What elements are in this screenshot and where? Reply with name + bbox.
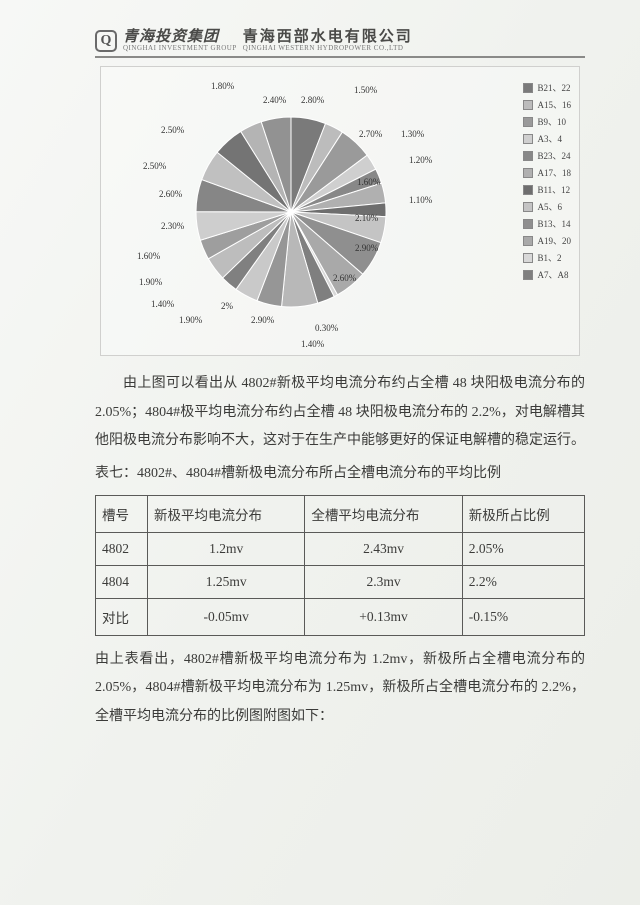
legend-label: A3、4 xyxy=(538,132,563,145)
pie-chart-panel: B21、22 A15、16 B9、10 A3、4 B23、24 A17、18 B11、12 A… xyxy=(100,66,580,356)
table-row: 4804 1.25mv 2.3mv 2.2% xyxy=(96,565,585,598)
header-company-cn: 青海西部水电有限公司 xyxy=(243,30,413,45)
legend-label: B9、10 xyxy=(538,115,567,128)
legend-item: A17、18 xyxy=(523,166,572,179)
pie-slice-label: 1.20% xyxy=(409,155,432,165)
legend-swatch-icon xyxy=(523,270,533,280)
pie-slice-label: 1.10% xyxy=(409,195,432,205)
legend-label: B23、24 xyxy=(538,149,571,162)
pie-slice-label: 1.40% xyxy=(301,339,324,349)
pie-slice-label: 2.90% xyxy=(251,315,274,325)
pie-slice-label: 1.30% xyxy=(401,129,424,139)
pie-slice-label: 2.40% xyxy=(263,95,286,105)
legend-label: A17、18 xyxy=(538,166,572,179)
legend-item: B21、22 xyxy=(523,81,572,94)
legend-label: A15、16 xyxy=(538,98,572,111)
legend-item: B9、10 xyxy=(523,115,572,128)
chart-legend: B21、22 A15、16 B9、10 A3、4 B23、24 A17、18 B11、12 A… xyxy=(523,81,572,285)
table-col-1: 新极平均电流分布 xyxy=(148,495,305,532)
header-company-block: 青海西部水电有限公司 QINGHAI WESTERN HYDROPOWER CO… xyxy=(243,30,413,52)
legend-label: A5、6 xyxy=(538,200,563,213)
table-cell: 对比 xyxy=(96,598,148,635)
legend-swatch-icon xyxy=(523,202,533,212)
table-cell: 2.2% xyxy=(462,565,584,598)
company-logo-icon: Q xyxy=(95,30,117,52)
table-cell: 2.3mv xyxy=(305,565,462,598)
table-col-0: 槽号 xyxy=(96,495,148,532)
header-group-en: QINGHAI INVESTMENT GROUP xyxy=(123,45,237,52)
legend-swatch-icon xyxy=(523,117,533,127)
page-header: Q 青海投资集团 QINGHAI INVESTMENT GROUP 青海西部水电… xyxy=(95,30,585,58)
legend-item: A5、6 xyxy=(523,200,572,213)
pie-slice-label: 1.40% xyxy=(151,299,174,309)
page: Q 青海投资集团 QINGHAI INVESTMENT GROUP 青海西部水电… xyxy=(0,0,640,905)
legend-label: B1、2 xyxy=(538,251,562,264)
legend-label: B13、14 xyxy=(538,217,571,230)
pie-slice-label: 2.70% xyxy=(359,129,382,139)
paragraph-2: 由上表看出，4802#槽新极平均电流分布为 1.2mv，新极所占全槽电流分布的 … xyxy=(95,646,585,732)
table-col-2: 全槽平均电流分布 xyxy=(305,495,462,532)
legend-swatch-icon xyxy=(523,236,533,246)
pie-slice-label: 0.30% xyxy=(315,323,338,333)
table-caption: 表七：4802#、4804#槽新极电流分布所占全槽电流分布的平均比例 xyxy=(95,460,585,489)
pie-slice-label: 1.60% xyxy=(357,177,380,187)
legend-item: B11、12 xyxy=(523,183,572,196)
pie-slice-label: 1.80% xyxy=(211,81,234,91)
pie-slice-label: 2.90% xyxy=(355,243,378,253)
table-cell: -0.15% xyxy=(462,598,584,635)
pie-slice-label: 2.10% xyxy=(355,213,378,223)
legend-item: B23、24 xyxy=(523,149,572,162)
legend-item: A15、16 xyxy=(523,98,572,111)
table-col-3: 新极所占比例 xyxy=(462,495,584,532)
legend-label: B11、12 xyxy=(538,183,571,196)
pie-svg xyxy=(191,112,391,312)
legend-item: B1、2 xyxy=(523,251,572,264)
pie-slice-label: 2% xyxy=(221,301,233,311)
table-cell: -0.05mv xyxy=(148,598,305,635)
table-header-row: 槽号 新极平均电流分布 全槽平均电流分布 新极所占比例 xyxy=(96,495,585,532)
pie-slice-label: 2.60% xyxy=(333,273,356,283)
legend-label: B21、22 xyxy=(538,81,571,94)
legend-swatch-icon xyxy=(523,100,533,110)
table-cell: 1.25mv xyxy=(148,565,305,598)
table-cell: 4804 xyxy=(96,565,148,598)
table-cell: +0.13mv xyxy=(305,598,462,635)
legend-swatch-icon xyxy=(523,134,533,144)
legend-swatch-icon xyxy=(523,83,533,93)
legend-swatch-icon xyxy=(523,185,533,195)
paragraph-1: 由上图可以看出从 4802#新极平均电流分布约占全槽 48 块阳极电流分布的 2… xyxy=(95,370,585,456)
legend-item: A7、A8 xyxy=(523,268,572,281)
pie-slice-label: 1.90% xyxy=(139,277,162,287)
pie-slice-label: 1.50% xyxy=(354,85,377,95)
pie-slice-label: 2.50% xyxy=(143,161,166,171)
table-row: 对比 -0.05mv +0.13mv -0.15% xyxy=(96,598,585,635)
legend-swatch-icon xyxy=(523,168,533,178)
legend-swatch-icon xyxy=(523,151,533,161)
header-group-block: 青海投资集团 QINGHAI INVESTMENT GROUP xyxy=(123,30,237,52)
pie-slice-label: 1.90% xyxy=(179,315,202,325)
legend-swatch-icon xyxy=(523,219,533,229)
table-cell: 1.2mv xyxy=(148,532,305,565)
pie-chart xyxy=(191,112,391,312)
pie-slice-label: 2.30% xyxy=(161,221,184,231)
pie-slice-label: 2.80% xyxy=(301,95,324,105)
pie-slice-label: 1.60% xyxy=(137,251,160,261)
table-cell: 4802 xyxy=(96,532,148,565)
pie-slice-label: 2.50% xyxy=(161,125,184,135)
header-group-cn: 青海投资集团 xyxy=(123,30,237,45)
header-company-en: QINGHAI WESTERN HYDROPOWER CO.,LTD xyxy=(243,45,413,52)
legend-label: A19、20 xyxy=(538,234,572,247)
table-cell: 2.05% xyxy=(462,532,584,565)
data-table: 槽号 新极平均电流分布 全槽平均电流分布 新极所占比例 4802 1.2mv 2… xyxy=(95,495,585,636)
table-cell: 2.43mv xyxy=(305,532,462,565)
legend-label: A7、A8 xyxy=(538,268,569,281)
legend-item: A19、20 xyxy=(523,234,572,247)
legend-swatch-icon xyxy=(523,253,533,263)
legend-item: A3、4 xyxy=(523,132,572,145)
legend-item: B13、14 xyxy=(523,217,572,230)
pie-slice-label: 2.60% xyxy=(159,189,182,199)
table-row: 4802 1.2mv 2.43mv 2.05% xyxy=(96,532,585,565)
